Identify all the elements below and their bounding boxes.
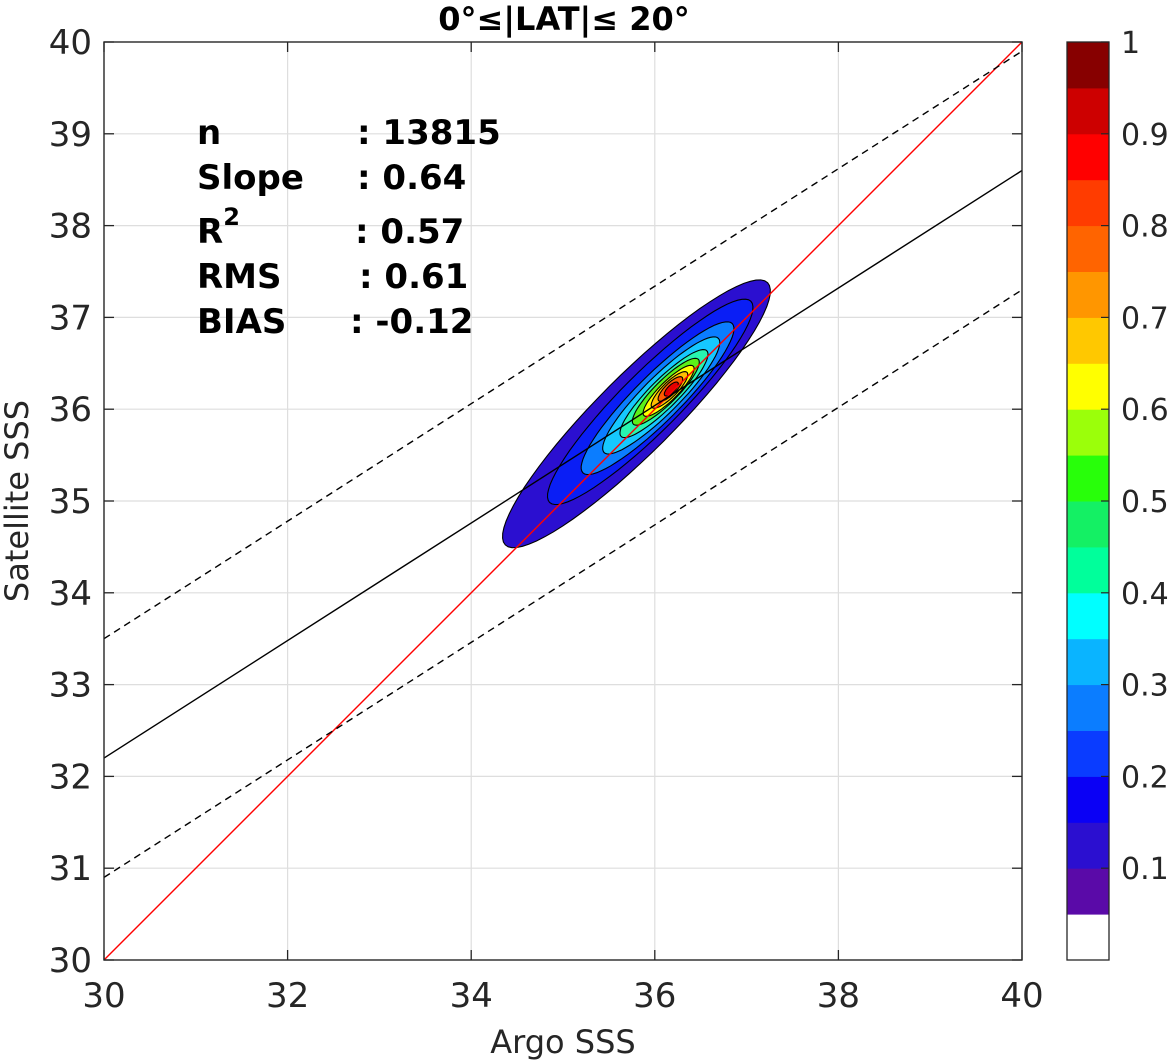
colorbar-tick-label: 0.8 xyxy=(1121,210,1169,245)
y-tick-label: 39 xyxy=(49,115,92,155)
colorbar-band xyxy=(1067,271,1109,318)
stat-n-value: : 13815 xyxy=(357,113,501,153)
x-tick-labels: 30 32 34 36 38 40 xyxy=(82,976,1043,1016)
stat-rms-label: RMS xyxy=(197,257,282,297)
colorbar-band xyxy=(1067,684,1109,731)
colorbar-tick-label: 0.1 xyxy=(1121,852,1169,887)
colorbar-tick-label: 0.3 xyxy=(1121,669,1169,704)
colorbar-band xyxy=(1067,914,1109,961)
stat-n-label: n xyxy=(197,113,221,153)
colorbar-tick-label: 1 xyxy=(1121,26,1140,61)
colorbar-band xyxy=(1067,546,1109,594)
reference-lines xyxy=(104,42,1022,960)
colorbar-band xyxy=(1067,133,1109,181)
stat-r2-value: : 0.57 xyxy=(355,212,464,252)
line-1-1 xyxy=(104,42,1022,960)
colorbar-tick-label: 0.7 xyxy=(1121,301,1169,336)
y-tick-label: 36 xyxy=(49,390,92,430)
y-tick-label: 31 xyxy=(49,849,92,889)
colorbar-band xyxy=(1067,179,1109,227)
colorbar-band xyxy=(1067,409,1109,456)
y-tick-label: 30 xyxy=(49,941,92,981)
x-tick-label: 36 xyxy=(633,976,676,1016)
y-tick-label: 38 xyxy=(49,207,92,247)
y-tick-label: 40 xyxy=(49,23,92,63)
y-tick-label: 37 xyxy=(49,298,92,338)
colorbar-tick-label: 0.2 xyxy=(1121,760,1169,795)
stat-slope-value: : 0.64 xyxy=(357,158,466,198)
y-tick-label: 33 xyxy=(49,666,92,706)
colorbar-band xyxy=(1067,363,1109,410)
stat-bias-value: : -0.12 xyxy=(350,302,473,342)
line-fit-1 xyxy=(104,289,1022,878)
colorbar-band xyxy=(1067,730,1109,777)
stat-r2-label: R2 xyxy=(197,203,240,252)
colorbar-band xyxy=(1067,822,1109,869)
colorbar-band xyxy=(1067,87,1109,135)
colorbar-tick-label: 0.5 xyxy=(1121,485,1169,520)
colorbar: 0.1 0.2 0.3 0.4 0.5 0.6 0.7 0.8 0.9 1 xyxy=(1066,26,1169,961)
y-tick-labels: 30 31 32 33 34 35 36 37 38 39 40 xyxy=(49,23,92,981)
colorbar-band xyxy=(1067,638,1109,686)
colorbar-band xyxy=(1067,455,1109,502)
stat-bias-label: BIAS xyxy=(197,302,286,342)
x-tick-label: 30 xyxy=(82,976,125,1016)
x-axis-label: Argo SSS xyxy=(490,1023,635,1061)
colorbar-band xyxy=(1067,868,1109,915)
y-tick-label: 34 xyxy=(49,574,92,614)
colorbar-band xyxy=(1067,225,1109,272)
colorbar-band xyxy=(1067,42,1109,89)
line-fit xyxy=(104,169,1022,759)
x-tick-label: 34 xyxy=(450,976,493,1016)
density-contours xyxy=(502,279,771,549)
colorbar-band xyxy=(1067,317,1109,364)
colorbar-tick-label: 0.9 xyxy=(1121,118,1169,153)
axis-ticks xyxy=(103,41,1023,961)
line-fit-1 xyxy=(104,50,1022,640)
stats-box: n : 13815 Slope : 0.64 R2 : 0.57 RMS : 0… xyxy=(197,113,501,342)
y-tick-label: 35 xyxy=(49,482,92,522)
colorbar-tick-label: 0.4 xyxy=(1121,577,1169,612)
x-tick-label: 38 xyxy=(817,976,860,1016)
colorbar-band xyxy=(1067,501,1109,548)
colorbar-band xyxy=(1067,776,1109,823)
y-tick-label: 32 xyxy=(49,757,92,797)
stat-slope-label: Slope xyxy=(197,158,304,198)
grid xyxy=(104,42,1022,960)
x-tick-label: 32 xyxy=(266,976,309,1016)
stat-r2-superscript: 2 xyxy=(223,203,240,231)
chart-title: 0°≤|LAT|≤ 20° xyxy=(438,0,689,39)
stat-rms-value: : 0.61 xyxy=(359,257,468,297)
colorbar-band xyxy=(1067,592,1109,640)
x-tick-label: 40 xyxy=(1000,976,1043,1016)
colorbar-tick-label: 0.6 xyxy=(1121,393,1169,428)
y-axis-label: Satellite SSS xyxy=(0,400,36,602)
stat-r2-base: R xyxy=(197,212,223,252)
